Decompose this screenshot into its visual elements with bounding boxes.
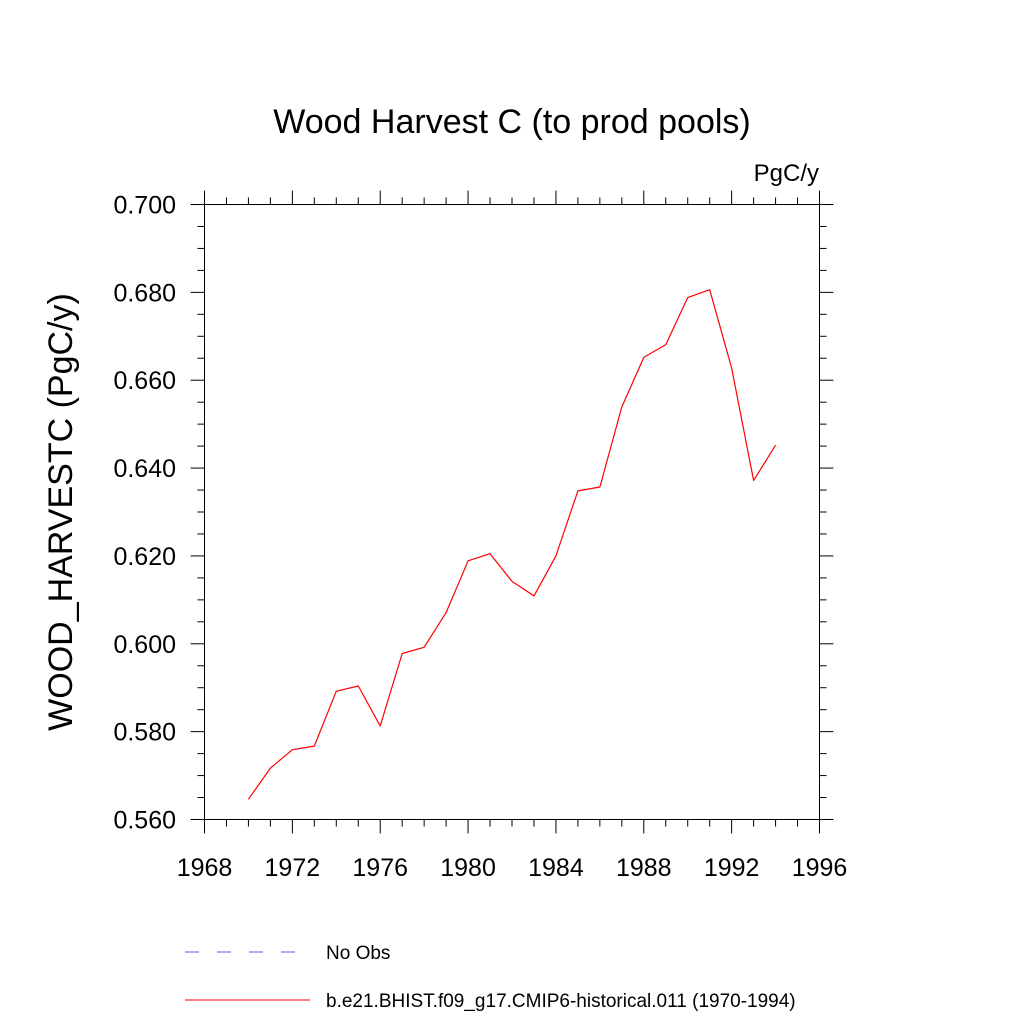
x-tick-label: 1968 [177, 854, 233, 882]
y-tick-label: 0.560 [113, 807, 176, 835]
y-axis-label: WOOD_HARVESTC (PgC/y) [42, 293, 80, 731]
axis-ticks [190, 190, 834, 834]
x-tick-label: 1980 [440, 854, 496, 882]
legend-label-model: b.e21.BHIST.f09_g17.CMIP6-historical.011… [326, 991, 796, 1012]
x-tick-label: 1996 [792, 854, 848, 882]
x-tick-labels: 1968 1972 1976 1980 1984 1988 1992 1996 [177, 854, 848, 882]
y-tick-labels: 0.560 0.580 0.600 0.620 0.640 0.660 0.680 0.700 [113, 192, 176, 835]
y-tick-label: 0.580 [113, 719, 176, 747]
plot-frame [204, 204, 820, 820]
y-tick-label: 0.700 [113, 192, 176, 220]
series-line [247, 289, 777, 800]
x-tick-label: 1988 [616, 854, 672, 882]
units-label: PgC/y [754, 160, 819, 187]
legend-label-no-obs: No Obs [326, 943, 390, 964]
x-tick-label: 1976 [352, 854, 408, 882]
y-tick-label: 0.680 [113, 279, 176, 307]
data-series [247, 289, 777, 800]
y-tick-label: 0.660 [113, 367, 176, 395]
x-tick-label: 1992 [704, 854, 760, 882]
y-tick-label: 0.640 [113, 455, 176, 483]
x-tick-label: 1972 [265, 854, 321, 882]
y-tick-label: 0.600 [113, 631, 176, 659]
y-tick-label: 0.620 [113, 543, 176, 571]
legend: No Obs b.e21.BHIST.f09_g17.CMIP6-histori… [185, 943, 796, 1012]
chart-title: Wood Harvest C (to prod pools) [273, 103, 750, 141]
x-tick-label: 1984 [528, 854, 584, 882]
